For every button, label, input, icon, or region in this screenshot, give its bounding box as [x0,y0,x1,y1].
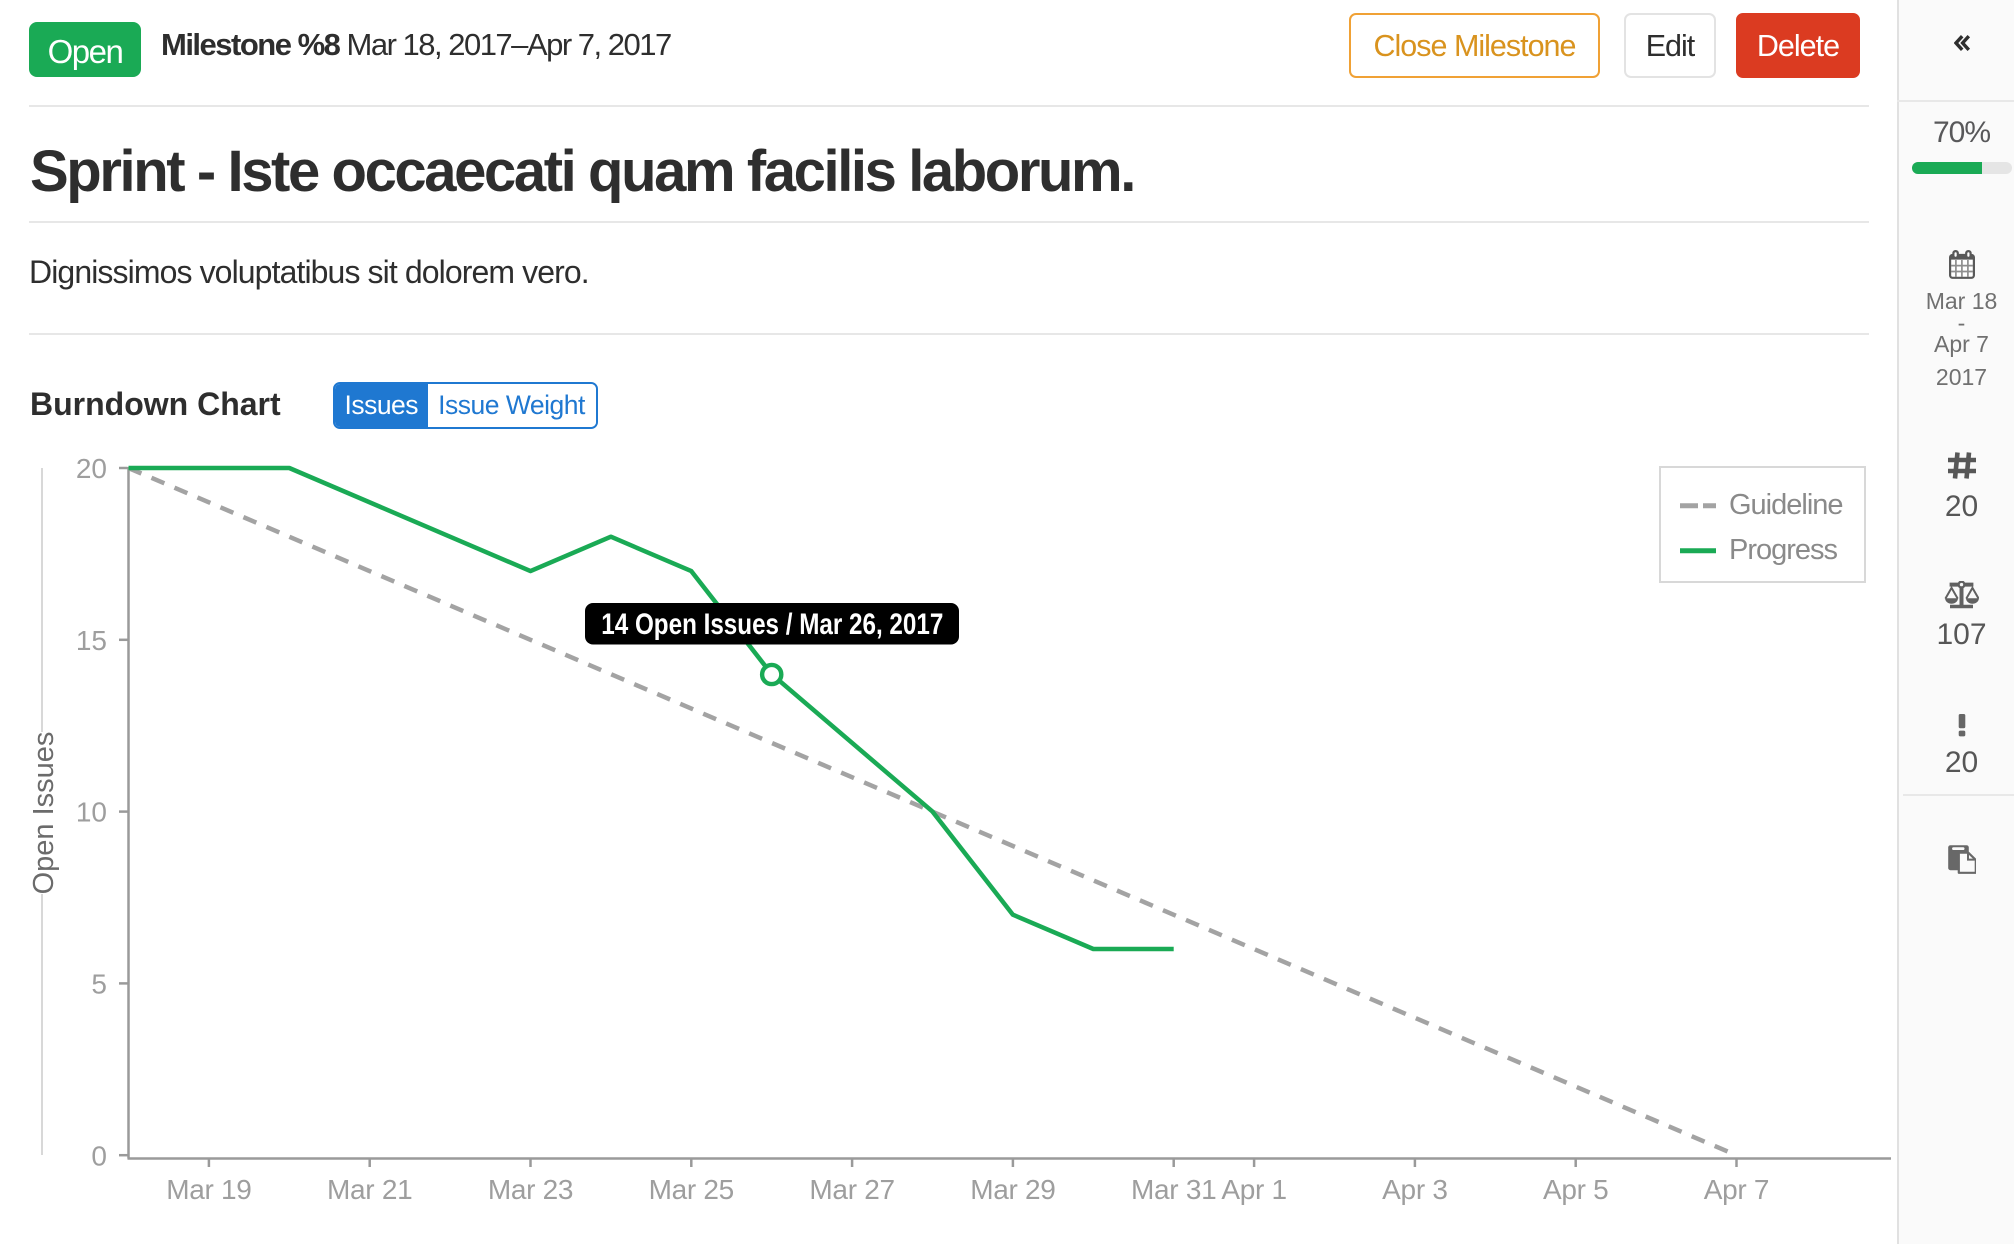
svg-text:20: 20 [76,453,107,484]
svg-text:Mar 23: Mar 23 [488,1174,573,1205]
svg-text:Progress: Progress [1729,534,1838,566]
svg-text:15: 15 [76,625,107,656]
svg-text:Mar 25: Mar 25 [649,1174,734,1205]
svg-text:5: 5 [91,969,107,1000]
svg-text:10: 10 [76,797,107,828]
svg-text:Mar 29: Mar 29 [970,1174,1055,1205]
svg-text:Mar 19: Mar 19 [166,1174,251,1205]
svg-text:Mar 27: Mar 27 [809,1174,894,1205]
svg-text:0: 0 [91,1140,107,1171]
svg-text:Apr 7: Apr 7 [1704,1174,1769,1205]
svg-text:Open Issues: Open Issues [28,732,60,895]
svg-text:Apr 1: Apr 1 [1221,1174,1286,1205]
svg-text:14 Open Issues / Mar 26, 2017: 14 Open Issues / Mar 26, 2017 [601,608,943,641]
svg-text:Mar 31: Mar 31 [1131,1174,1216,1205]
svg-text:Apr 3: Apr 3 [1382,1174,1447,1205]
svg-text:Guideline: Guideline [1729,489,1843,521]
svg-text:Apr 5: Apr 5 [1543,1174,1608,1205]
svg-text:Mar 21: Mar 21 [327,1174,412,1205]
